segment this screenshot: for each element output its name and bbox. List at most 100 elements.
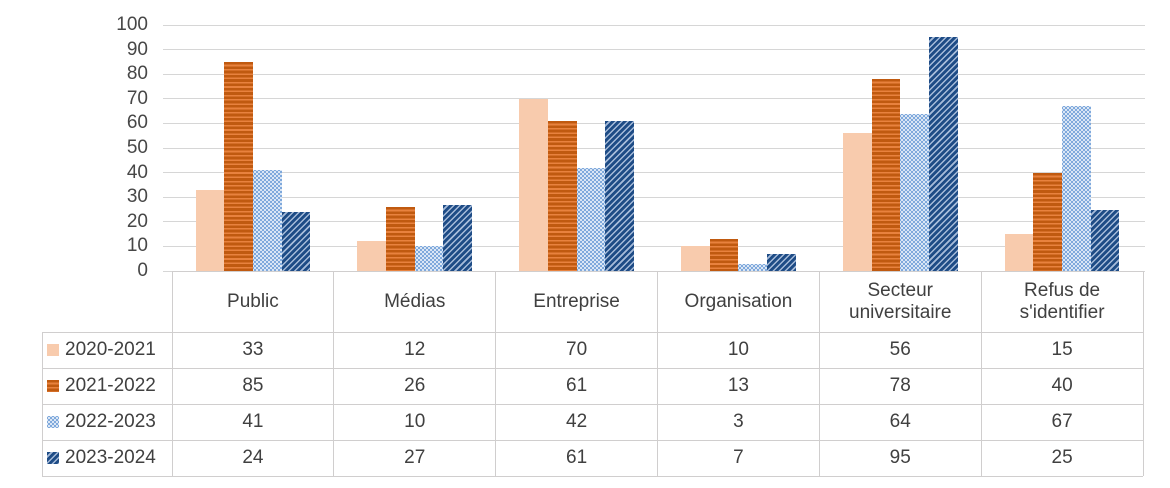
legend-key-orange-horizontal-stripes [47,380,59,392]
legend-key-solid-peach [47,344,59,356]
table-border [818,271,820,476]
y-axis-tick-label: 10 [126,235,148,257]
bar-2021-2022-1 [386,207,415,271]
table-value-r3-c1: 27 [404,447,426,469]
table-value-r1-c0: 85 [242,375,264,397]
gridline [163,172,1145,174]
table-value-r1-c2: 61 [566,375,588,397]
bar-2020-2021-2 [519,98,548,271]
table-value-r0-c4: 56 [889,339,911,361]
table-value-r1-c3: 13 [727,375,749,397]
bar-2022-2023-3 [738,263,768,271]
table-value-r3-c5: 25 [1051,447,1073,469]
table-value-r2-c2: 42 [566,411,588,433]
gridline [163,24,1145,26]
legend-label: 2023-2024 [65,447,156,469]
table-border [42,439,1143,441]
legend-label: 2022-2023 [65,411,156,433]
bar-2021-2022-3 [709,239,739,271]
bar-2021-2022-0 [224,61,253,271]
table-value-r1-c1: 26 [404,375,426,397]
y-axis-tick-label: 80 [126,63,148,85]
bar-2021-2022-2 [547,120,577,271]
gridline [163,49,1145,51]
bar-2023-2024-0 [281,211,311,271]
bar-2022-2023-2 [576,167,606,271]
y-axis-tick-label: 20 [126,210,148,232]
legend-row-2021-2022: 2021-2022 [42,368,172,404]
table-border [42,475,1143,477]
y-axis-tick-label: 100 [116,14,148,35]
table-value-r0-c1: 12 [404,339,426,361]
table-value-r2-c3: 3 [733,411,744,433]
table-value-r3-c3: 7 [733,447,744,469]
gridline [163,196,1145,198]
table-border [980,271,982,476]
bar-2020-2021-0 [195,189,225,271]
table-value-r1-c5: 40 [1051,375,1073,397]
gridline [163,98,1145,100]
bar-2022-2023-4 [900,113,929,271]
table-header-4: Secteur universitaire [849,279,952,323]
bar-2022-2023-0 [252,170,282,271]
bar-2020-2021-5 [1004,234,1034,271]
table-header-1: Médias [384,290,446,312]
bar-2021-2022-5 [1033,172,1063,271]
table-value-r0-c0: 33 [242,339,264,361]
bar-2020-2021-1 [357,241,387,271]
table-value-r3-c2: 61 [566,447,588,469]
table-border [1142,271,1144,476]
bar-2022-2023-1 [414,246,444,271]
legend-row-2022-2023: 2022-2023 [42,404,172,440]
table-value-r3-c4: 95 [889,447,911,469]
table-border [657,271,658,476]
gridline [163,221,1145,223]
legend-key-light-blue-dots [47,416,59,428]
y-axis-tick-label: 40 [126,161,148,183]
gridline [163,122,1145,124]
table-border [171,271,173,476]
legend-label: 2021-2022 [65,375,156,397]
table-header-2: Entreprise [533,290,620,312]
table-value-r3-c0: 24 [242,447,264,469]
table-value-r2-c5: 67 [1051,411,1073,433]
table-header-0: Public [227,290,279,312]
gridline [163,147,1145,149]
bar-2023-2024-1 [443,204,473,271]
table-border [41,332,43,476]
bar-2023-2024-2 [605,120,634,271]
y-axis-tick-label: 90 [126,38,148,60]
bar-2022-2023-5 [1062,106,1091,271]
bar-2023-2024-5 [1090,209,1120,271]
table-border [42,367,1143,369]
table-value-r1-c4: 78 [889,375,911,397]
legend-label: 2020-2021 [65,339,156,361]
legend-row-2020-2021: 2020-2021 [42,332,172,368]
gridline [163,245,1145,247]
bar-2021-2022-4 [871,79,901,271]
table-value-r0-c5: 15 [1051,339,1073,361]
table-header-3: Organisation [684,290,793,312]
legend-key-navy-diagonal-stripes [47,452,59,464]
y-axis-tick-label: 30 [126,186,148,208]
gridline [163,73,1145,75]
table-value-r2-c4: 64 [889,411,911,433]
y-axis-tick-label: 70 [126,87,148,109]
table-border [42,403,1143,405]
bar-2020-2021-3 [681,246,710,271]
table-value-r0-c2: 70 [566,339,588,361]
y-axis-tick-label: 60 [126,112,148,134]
table-border [333,271,335,476]
bar-2023-2024-3 [767,253,796,271]
bar-2023-2024-4 [928,37,958,271]
table-border [42,331,1143,333]
table-value-r2-c1: 10 [404,411,426,433]
y-axis-tick-label: 0 [137,260,148,281]
table-header-5: Refus de s'identifier [1019,279,1105,323]
table-border [495,271,497,476]
legend-row-2023-2024: 2023-2024 [42,440,172,476]
y-axis-tick-label: 50 [126,137,148,158]
table-value-r2-c0: 41 [242,411,264,433]
table-value-r0-c3: 10 [727,339,749,361]
